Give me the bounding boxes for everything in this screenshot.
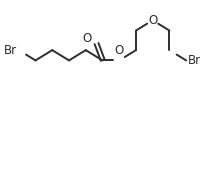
Text: Br: Br — [188, 54, 201, 67]
Text: O: O — [83, 32, 92, 45]
Text: Br: Br — [4, 44, 17, 57]
Text: O: O — [148, 14, 157, 27]
Text: O: O — [115, 44, 124, 57]
